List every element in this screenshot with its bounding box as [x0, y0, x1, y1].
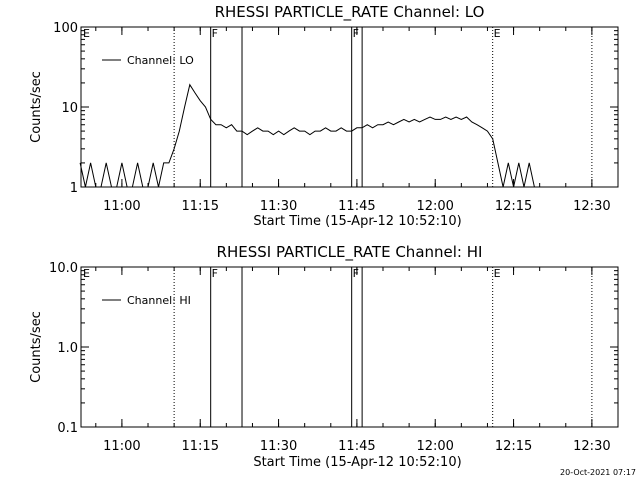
x-tick-label: 11:45	[338, 439, 375, 454]
x-tick-label: 11:15	[182, 199, 219, 214]
timestamp: 20-Oct-2021 07:17	[560, 468, 636, 477]
corner-flag: E	[83, 267, 90, 280]
event-flag: F	[212, 27, 218, 40]
event-flag: E	[494, 27, 501, 40]
event-flag: F	[353, 267, 359, 280]
chart-title: RHESSI PARTICLE_RATE Channel: LO	[215, 3, 485, 22]
y-axis-label: Counts/sec	[29, 311, 44, 383]
y-tick-label: 0.1	[57, 421, 78, 436]
legend-label: Channel: HI	[127, 294, 191, 307]
x-tick-label: 11:45	[338, 199, 375, 214]
legend-label: Channel: LO	[127, 54, 194, 67]
x-tick-label: 12:15	[495, 199, 532, 214]
event-flag: F	[353, 27, 359, 40]
chart-panel-1: RHESSI PARTICLE_RATE Channel: HI 0.1 1.0 10…	[29, 243, 619, 470]
y-tick-label: 10.0	[49, 261, 78, 276]
y-tick-label: 100	[53, 21, 78, 36]
x-tick-label: 12:15	[495, 439, 532, 454]
x-tick-label: 11:00	[103, 439, 140, 454]
x-axis-label: Start Time (15-Apr-12 10:52:10)	[253, 455, 461, 470]
y-tick-label: 1.0	[57, 341, 78, 356]
x-tick-label: 11:00	[103, 199, 140, 214]
y-tick-label: 1	[70, 181, 78, 196]
y-axis-label: Counts/sec	[29, 71, 44, 143]
plot-frame	[80, 26, 619, 188]
x-tick-label: 11:15	[182, 439, 219, 454]
plot-frame	[80, 266, 619, 428]
corner-flag: E	[83, 27, 90, 40]
event-flag: E	[494, 267, 501, 280]
x-tick-label: 12:00	[416, 439, 453, 454]
chart-panel-0: RHESSI PARTICLE_RATE Channel: LO 1 10 100 11…	[29, 3, 619, 229]
x-tick-label: 12:30	[573, 199, 610, 214]
x-tick-label: 11:30	[260, 199, 297, 214]
series-line	[79, 83, 540, 188]
x-axis-label: Start Time (15-Apr-12 10:52:10)	[253, 214, 461, 229]
chart-title: RHESSI PARTICLE_RATE Channel: HI	[217, 243, 483, 262]
x-tick-label: 12:30	[573, 439, 610, 454]
x-tick-label: 11:30	[260, 439, 297, 454]
event-flag: F	[212, 267, 218, 280]
x-tick-label: 12:00	[416, 199, 453, 214]
y-tick-label: 10	[61, 101, 78, 116]
